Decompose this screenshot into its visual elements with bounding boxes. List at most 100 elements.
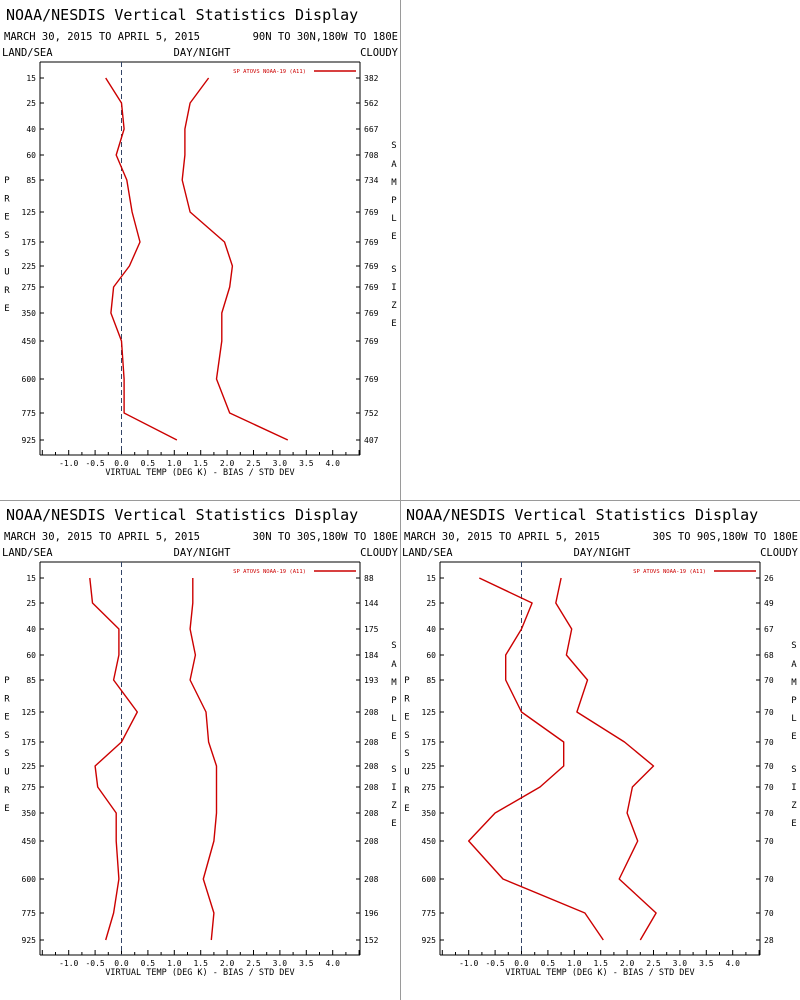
sample-size-label: 407: [364, 436, 379, 445]
sample-size-axis-letter: S: [391, 765, 396, 775]
day-night-label: DAY/NIGHT: [574, 547, 632, 559]
pressure-level-label: 600: [22, 375, 37, 384]
x-tick-label: 1.5: [193, 459, 208, 468]
x-tick-label: 0.5: [141, 459, 156, 468]
pressure-level-label: 275: [22, 783, 37, 792]
sample-size-axis-letter: M: [391, 178, 397, 188]
pressure-axis-letter: S: [4, 731, 9, 741]
sample-size-label: 708: [364, 151, 379, 160]
std-dev-series-line: [181, 77, 289, 441]
land-sea-label: LAND/SEA: [402, 547, 453, 559]
legend-label: SP ATOVS NOAA-19 (A11): [633, 569, 706, 575]
pressure-level-label: 275: [422, 783, 437, 792]
pressure-level-label: 60: [26, 151, 36, 160]
x-tick-label: 1.0: [167, 959, 182, 968]
pressure-level-label: 175: [22, 738, 37, 747]
x-tick-label: 4.0: [325, 959, 340, 968]
x-tick-label: 3.5: [299, 959, 314, 968]
sample-size-label: 769: [364, 283, 379, 292]
sample-size-label: 208: [364, 762, 379, 771]
std-dev-series-line: [189, 578, 218, 941]
pressure-axis-letter: R: [404, 694, 410, 704]
pressure-axis-letter: U: [4, 768, 9, 778]
x-tick-label: 0.0: [114, 459, 129, 468]
panel-separator-horizontal: [0, 500, 800, 501]
pressure-level-label: 775: [422, 909, 437, 918]
sample-size-label: 769: [364, 309, 379, 318]
x-tick-label: 1.0: [167, 459, 182, 468]
pressure-axis-letter: S: [404, 731, 409, 741]
sample-size-label: 70: [764, 783, 774, 792]
pressure-level-label: 25: [26, 99, 36, 108]
sample-size-label: 70: [764, 738, 774, 747]
x-tick-label: 2.0: [620, 959, 635, 968]
x-tick-label: 2.5: [246, 959, 261, 968]
date-range: MARCH 30, 2015 TO APRIL 5, 2015: [404, 531, 600, 543]
sample-size-axis-letter: L: [391, 214, 396, 224]
sample-size-label: 152: [364, 936, 379, 945]
sample-size-axis-letter: I: [391, 783, 396, 793]
pressure-axis-letter: E: [4, 804, 9, 814]
sample-size-axis-letter: A: [791, 660, 797, 670]
pressure-level-label: 40: [26, 125, 36, 134]
pressure-level-label: 40: [426, 625, 436, 634]
pressure-axis-letter: U: [404, 768, 409, 778]
chart-title: NOAA/NESDIS Vertical Statistics Display: [6, 6, 358, 24]
region-label: 90N TO 30N,180W TO 180E: [253, 31, 398, 43]
sample-size-label: 28: [764, 936, 774, 945]
sample-size-label: 26: [764, 574, 774, 583]
sample-size-label: 769: [364, 262, 379, 271]
region-label: 30N TO 30S,180W TO 180E: [253, 531, 398, 543]
sample-size-axis-letter: E: [791, 732, 796, 742]
sample-size-label: 734: [364, 176, 379, 185]
pressure-axis-letter: E: [4, 304, 9, 314]
x-tick-label: 0.5: [541, 959, 556, 968]
sample-size-label: 667: [364, 125, 379, 134]
pressure-axis-letter: R: [4, 194, 10, 204]
pressure-level-label: 175: [422, 738, 437, 747]
sample-size-axis-letter: I: [391, 283, 396, 293]
x-tick-label: 1.5: [193, 959, 208, 968]
x-axis-label: VIRTUAL TEMP (DEG K) - BIAS / STD DEV: [505, 968, 694, 978]
sample-size-label: 70: [764, 809, 774, 818]
land-sea-label: LAND/SEA: [2, 547, 53, 559]
bias-series-line: [89, 577, 139, 941]
chart-panel-nh: NOAA/NESDIS Vertical Statistics Display M…: [0, 0, 400, 500]
pressure-axis-letter: S: [4, 231, 9, 241]
pressure-level-label: 275: [22, 283, 37, 292]
pressure-level-label: 350: [22, 809, 37, 818]
pressure-level-label: 15: [26, 574, 36, 583]
sample-size-label: 70: [764, 875, 774, 884]
pressure-axis-letter: R: [4, 786, 10, 796]
x-tick-label: 1.0: [567, 959, 582, 968]
pressure-axis-letter: S: [404, 749, 409, 759]
x-tick-label: 3.5: [699, 959, 714, 968]
legend-label: SP ATOVS NOAA-19 (A11): [233, 69, 306, 75]
x-tick-label: -1.0: [59, 959, 78, 968]
chart-title: NOAA/NESDIS Vertical Statistics Display: [406, 506, 758, 524]
x-tick-label: 0.0: [514, 959, 529, 968]
pressure-level-label: 125: [422, 708, 437, 717]
chart-svg-nh: NOAA/NESDIS Vertical Statistics Display M…: [2, 6, 399, 478]
x-tick-label: 3.0: [273, 459, 288, 468]
x-axis-label: VIRTUAL TEMP (DEG K) - BIAS / STD DEV: [105, 968, 294, 978]
x-tick-label: 0.0: [114, 959, 129, 968]
pressure-level-label: 925: [422, 936, 437, 945]
pressure-axis-letter: R: [4, 286, 10, 296]
date-range: MARCH 30, 2015 TO APRIL 5, 2015: [4, 531, 200, 543]
x-tick-label: 0.5: [141, 959, 156, 968]
pressure-level-label: 925: [22, 436, 37, 445]
sample-size-axis-letter: L: [791, 714, 796, 724]
cloudy-label: CLOUDY: [360, 47, 399, 59]
sample-size-label: 208: [364, 738, 379, 747]
sample-size-label: 769: [364, 337, 379, 346]
sample-size-axis-letter: P: [391, 196, 397, 206]
sample-size-label: 208: [364, 875, 379, 884]
day-night-label: DAY/NIGHT: [174, 47, 232, 59]
sample-size-axis-letter: L: [391, 714, 396, 724]
pressure-level-label: 925: [22, 936, 37, 945]
x-tick-label: 4.0: [725, 959, 740, 968]
pressure-level-label: 60: [26, 651, 36, 660]
pressure-level-label: 175: [22, 238, 37, 247]
pressure-level-label: 15: [426, 574, 436, 583]
